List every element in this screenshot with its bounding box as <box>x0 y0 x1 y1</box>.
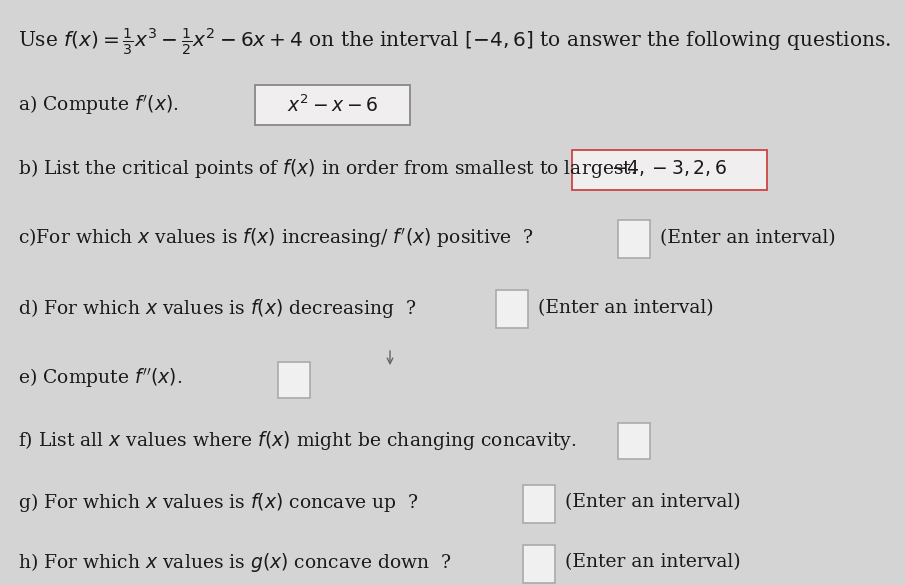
Text: (Enter an interval): (Enter an interval) <box>538 299 714 317</box>
Text: $x^2 - x - 6$: $x^2 - x - 6$ <box>287 94 378 116</box>
Text: c)For which $x$ values is $f(x)$ increasing/ $f'(x)$ positive  ?: c)For which $x$ values is $f(x)$ increas… <box>18 226 534 250</box>
FancyBboxPatch shape <box>278 362 310 398</box>
FancyBboxPatch shape <box>618 220 650 258</box>
FancyBboxPatch shape <box>572 150 767 190</box>
Text: a) Compute $f'(x)$.: a) Compute $f'(x)$. <box>18 93 178 117</box>
FancyBboxPatch shape <box>496 290 528 328</box>
Text: (Enter an interval): (Enter an interval) <box>565 553 740 571</box>
Text: h) For which $x$ values is $g(x)$ concave down  ?: h) For which $x$ values is $g(x)$ concav… <box>18 550 452 573</box>
Text: f) List all $x$ values where $f(x)$ might be changing concavity.: f) List all $x$ values where $f(x)$ migh… <box>18 428 576 452</box>
Text: (Enter an interval): (Enter an interval) <box>660 229 835 247</box>
Text: Use $f(x) = \frac{1}{3}x^3 - \frac{1}{2}x^2 - 6x + 4$ on the interval $[-4, 6]$ : Use $f(x) = \frac{1}{3}x^3 - \frac{1}{2}… <box>18 27 891 57</box>
Text: $-4, -3, 2, 6$: $-4, -3, 2, 6$ <box>612 158 728 178</box>
Text: e) Compute $f''(x)$.: e) Compute $f''(x)$. <box>18 366 182 390</box>
FancyBboxPatch shape <box>523 545 555 583</box>
Text: (Enter an interval): (Enter an interval) <box>565 493 740 511</box>
FancyBboxPatch shape <box>255 85 410 125</box>
FancyBboxPatch shape <box>618 423 650 459</box>
FancyBboxPatch shape <box>523 485 555 523</box>
Text: d) For which $x$ values is $f(x)$ decreasing  ?: d) For which $x$ values is $f(x)$ decrea… <box>18 297 416 319</box>
Text: g) For which $x$ values is $f(x)$ concave up  ?: g) For which $x$ values is $f(x)$ concav… <box>18 490 419 514</box>
Text: b) List the critical points of $f(x)$ in order from smallest to largest.: b) List the critical points of $f(x)$ in… <box>18 157 636 180</box>
